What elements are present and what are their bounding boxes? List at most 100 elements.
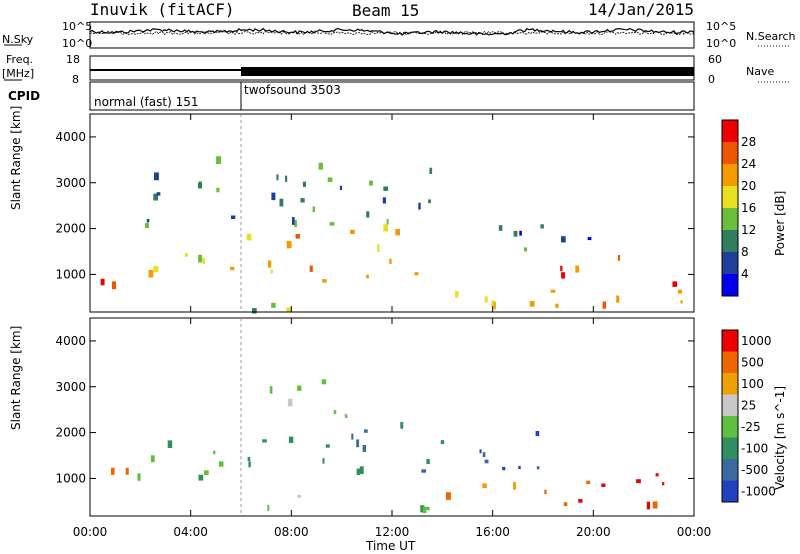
velocity-cell bbox=[150, 455, 155, 463]
freq-unit: [MHz] bbox=[2, 67, 35, 80]
power-colorbar-tick: 20 bbox=[741, 179, 756, 193]
power-cell bbox=[366, 211, 370, 218]
velocity-colorbar-swatch bbox=[722, 480, 738, 502]
power-cell bbox=[312, 206, 315, 213]
power-cell bbox=[350, 229, 355, 234]
freq-label: Freq. bbox=[6, 53, 34, 66]
noise-right-tick-bottom: 10^0 bbox=[706, 37, 737, 50]
power-colorbar-swatch bbox=[722, 230, 738, 252]
x-tick-label: 00:00 bbox=[73, 525, 108, 539]
power-cell bbox=[322, 279, 327, 283]
power-cell bbox=[216, 187, 220, 193]
x-tick-label: 00:00 bbox=[677, 525, 712, 539]
nave-tick-bottom: 0 bbox=[708, 73, 715, 86]
power-colorbar-tick: 28 bbox=[741, 135, 756, 149]
velocity-colorbar-tick: 1000 bbox=[741, 334, 772, 348]
power-cell bbox=[230, 266, 235, 271]
velocity-cell bbox=[601, 483, 606, 487]
velocity-colorbar-swatch bbox=[722, 459, 738, 481]
velocity-cell bbox=[288, 436, 294, 443]
velocity-colorbar-tick: 25 bbox=[741, 398, 756, 412]
power-heatmap bbox=[100, 156, 683, 314]
power-cell bbox=[524, 247, 528, 252]
power-cell bbox=[286, 240, 292, 249]
power-cell bbox=[386, 219, 389, 225]
power-cell bbox=[302, 181, 306, 187]
velocity-cell bbox=[359, 466, 364, 475]
velocity-colorbar-tick: -1000 bbox=[741, 484, 776, 498]
power-colorbar-swatch bbox=[722, 164, 738, 186]
power-cell bbox=[267, 260, 272, 268]
power-colorbar-swatch bbox=[722, 208, 738, 230]
power-colorbar-swatch bbox=[722, 274, 738, 296]
velocity-colorbar-swatch bbox=[722, 330, 738, 352]
power-cell bbox=[455, 291, 459, 298]
power-cell bbox=[575, 265, 580, 273]
power-cell bbox=[184, 253, 188, 257]
power-ytick-label: 3000 bbox=[55, 176, 86, 190]
velocity-cell bbox=[646, 501, 650, 510]
power-cell bbox=[491, 300, 496, 307]
velocity-colorbar-swatch bbox=[722, 351, 738, 373]
power-colorbar-tick: 24 bbox=[741, 157, 756, 171]
power-cell bbox=[270, 269, 273, 274]
power-cell bbox=[292, 217, 295, 225]
power-cell bbox=[252, 308, 257, 314]
power-cell bbox=[414, 272, 419, 276]
power-cell bbox=[339, 185, 343, 191]
velocity-cell bbox=[536, 466, 540, 470]
power-cell bbox=[498, 225, 503, 231]
velocity-cell bbox=[167, 440, 173, 448]
velocity-cell bbox=[262, 439, 267, 443]
nave-label: Nave bbox=[746, 65, 775, 78]
velocity-cell bbox=[662, 482, 665, 486]
freq-tick-top: 18 bbox=[66, 53, 80, 66]
velocity-colorbar-swatch bbox=[722, 394, 738, 416]
velocity-cell bbox=[400, 422, 404, 429]
power-cell bbox=[602, 301, 607, 309]
power-ytick-label: 2000 bbox=[55, 222, 86, 236]
power-cell bbox=[672, 281, 678, 287]
noise-search-label: N.Search bbox=[746, 30, 796, 43]
velocity-cell bbox=[636, 479, 641, 484]
velocity-cell bbox=[344, 414, 348, 418]
power-cell bbox=[276, 174, 279, 181]
velocity-cell bbox=[248, 461, 251, 468]
power-cell bbox=[246, 233, 252, 241]
power-cell bbox=[318, 162, 323, 170]
power-cell bbox=[295, 234, 300, 239]
power-cell bbox=[418, 202, 421, 210]
velocity-cell bbox=[297, 385, 302, 391]
velocity-cell bbox=[502, 466, 506, 471]
nave-band bbox=[241, 67, 694, 76]
power-cell bbox=[540, 224, 544, 229]
velocity-cell bbox=[247, 457, 251, 462]
velocity-cell bbox=[364, 429, 368, 433]
velocity-cell bbox=[351, 433, 354, 440]
velocity-ytick-label: 1000 bbox=[55, 471, 86, 485]
power-cell bbox=[616, 295, 620, 303]
velocity-colorbar-tick: 500 bbox=[741, 355, 764, 369]
velocity-cell bbox=[655, 473, 659, 477]
power-cell bbox=[555, 303, 559, 308]
velocity-cell bbox=[479, 449, 482, 454]
velocity-ytick-label: 3000 bbox=[55, 380, 86, 394]
power-cell bbox=[389, 258, 392, 265]
freq-tick-bottom: 8 bbox=[72, 73, 79, 86]
power-cell bbox=[145, 223, 149, 229]
velocity-cell bbox=[544, 489, 547, 495]
velocity-cell bbox=[446, 492, 451, 500]
x-tick-label: 12:00 bbox=[375, 525, 410, 539]
velocity-cell bbox=[203, 470, 209, 475]
power-colorbar-swatch bbox=[722, 120, 738, 142]
power-colorbar-tick: 16 bbox=[741, 201, 756, 215]
velocity-cell bbox=[198, 474, 204, 481]
power-cell bbox=[395, 229, 400, 236]
beam-title: Beam 15 bbox=[352, 1, 420, 20]
power-cell bbox=[271, 192, 276, 201]
power-cell bbox=[429, 167, 433, 174]
noise-left-tick-top: 10^5 bbox=[62, 20, 93, 33]
power-cell bbox=[369, 180, 373, 186]
velocity-cell bbox=[513, 482, 516, 490]
velocity-colorbar-swatch bbox=[722, 437, 738, 459]
